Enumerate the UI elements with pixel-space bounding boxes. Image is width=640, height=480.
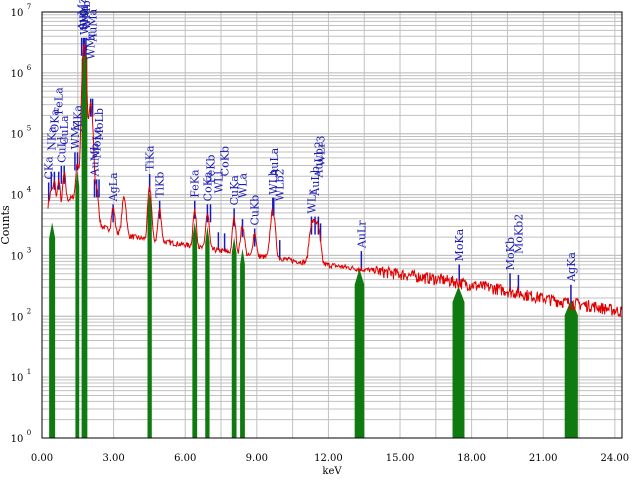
roi-band-9 — [452, 286, 465, 438]
y-tick-exponent: 5 — [27, 125, 31, 133]
peak-label: NKa — [45, 126, 58, 151]
roi-band-2 — [81, 43, 88, 438]
x-tick-label: 18.00 — [457, 453, 486, 464]
roi-band-0 — [49, 222, 56, 438]
peak-label: MoKb — [504, 237, 517, 270]
peak-label: AuLa — [268, 147, 281, 177]
y-tick-base: 10 — [11, 373, 24, 384]
peak-label: CoKa — [201, 171, 214, 201]
peak-label: AuLr — [355, 220, 368, 249]
peak-label: WMa — [78, 5, 91, 35]
y-tick-base: 10 — [11, 69, 24, 80]
y-tick-label: 103 — [11, 246, 32, 262]
y-tick-exponent: 4 — [27, 186, 32, 194]
peak-label: AuLb — [309, 166, 322, 196]
roi-band-4 — [192, 222, 198, 438]
peak-label: CuLa — [58, 115, 71, 145]
roi-band-3 — [147, 192, 152, 438]
peak-label: CoKb — [219, 146, 232, 176]
y-tick-label: 100 — [11, 429, 32, 445]
y-tick-base: 10 — [11, 8, 24, 19]
y-tick-exponent: 6 — [27, 64, 32, 72]
y-tick-base: 10 — [11, 251, 24, 262]
peak-label: AuLb2 — [312, 141, 325, 178]
x-tick-label: 15.00 — [386, 453, 415, 464]
peak-label: CKa — [43, 156, 56, 180]
peak-marker-lines — [47, 37, 572, 303]
x-axis-label: keV — [322, 466, 342, 477]
x-tick-label: 12.00 — [314, 453, 343, 464]
peak-label: AlKa — [72, 105, 85, 133]
x-tick-label: 3.00 — [102, 453, 124, 464]
x-tick-label: 6.00 — [174, 453, 196, 464]
peak-label: WLl — [212, 171, 225, 194]
peak-label: AuMb — [89, 143, 102, 177]
peak-label: WLa — [236, 172, 249, 198]
y-tick-label: 107 — [11, 3, 32, 19]
peak-label: TiKa — [144, 145, 157, 171]
peak-label: FeLa — [53, 87, 66, 115]
x-tick-label: 24.00 — [601, 453, 630, 464]
y-tick-label: 106 — [11, 64, 32, 80]
y-tick-exponent: 2 — [27, 307, 31, 315]
y-tick-label: 105 — [11, 125, 32, 141]
peak-label: FeKb — [205, 155, 218, 184]
x-tick-label: 9.00 — [246, 453, 268, 464]
roi-band-6 — [231, 237, 237, 438]
y-tick-base: 10 — [11, 312, 24, 323]
peak-label: MoLb — [93, 108, 106, 140]
roi-band-8 — [354, 268, 365, 438]
y-tick-exponent: 0 — [27, 429, 31, 437]
spectrum-line — [47, 43, 623, 318]
plot-frame — [41, 11, 623, 439]
peak-label: AgLa — [107, 172, 120, 202]
x-tick-label: 21.00 — [529, 453, 558, 464]
peak-label: WMb — [80, 0, 93, 30]
x-tick-label: 0.00 — [31, 453, 53, 464]
peak-label: TiKb — [154, 172, 167, 198]
y-axis-label: Counts — [0, 205, 12, 245]
peak-label: SiKa — [78, 4, 91, 30]
peak-labels: CKaNKaOKaFeLaCuLlCuLaWMzAlKaAuMzSiKaWMaW… — [43, 0, 578, 283]
peak-label: CuKb — [249, 195, 262, 226]
roi-band-5 — [205, 226, 210, 438]
peak-label: WLb2 — [274, 168, 287, 201]
peak-label: MoKa — [453, 228, 466, 261]
peak-label: CuKa — [228, 175, 241, 206]
spectrum-series — [47, 43, 623, 318]
peak-label: MoKb2 — [512, 214, 525, 254]
y-tick-label: 101 — [11, 368, 32, 384]
roi-bands — [49, 43, 578, 438]
peak-label: WLr — [305, 189, 318, 214]
y-tick-label: 104 — [11, 186, 32, 202]
roi-band-10 — [564, 299, 578, 438]
peak-label: AuMz — [76, 0, 89, 31]
y-tick-exponent: 7 — [27, 3, 31, 11]
peak-label: WLb — [267, 169, 280, 195]
y-tick-exponent: 3 — [27, 246, 31, 254]
y-tick-base: 10 — [11, 191, 24, 202]
y-tick-base: 10 — [11, 130, 24, 141]
peak-label: AuMa — [87, 8, 100, 42]
peak-label: CuLl — [55, 136, 68, 163]
peak-label: WLr3 — [315, 136, 328, 167]
peak-label: FeKa — [189, 169, 202, 198]
y-tick-base: 10 — [11, 434, 24, 445]
roi-band-7 — [240, 248, 245, 438]
peak-label: OKa — [48, 109, 61, 133]
roi-band-1 — [75, 170, 80, 438]
peak-label: MoLa — [91, 126, 104, 158]
peak-label: WMz — [69, 121, 82, 150]
y-tick-label: 102 — [11, 307, 32, 323]
peak-label: AgKa — [565, 252, 578, 283]
peak-label: WMr — [85, 31, 98, 60]
y-tick-exponent: 1 — [27, 368, 31, 376]
x-tick-labels: 0.00 3.00 6.00 9.00 12.00 15.00 18.00 21.00 24.0… — [31, 453, 629, 464]
grid-lines — [41, 11, 622, 439]
